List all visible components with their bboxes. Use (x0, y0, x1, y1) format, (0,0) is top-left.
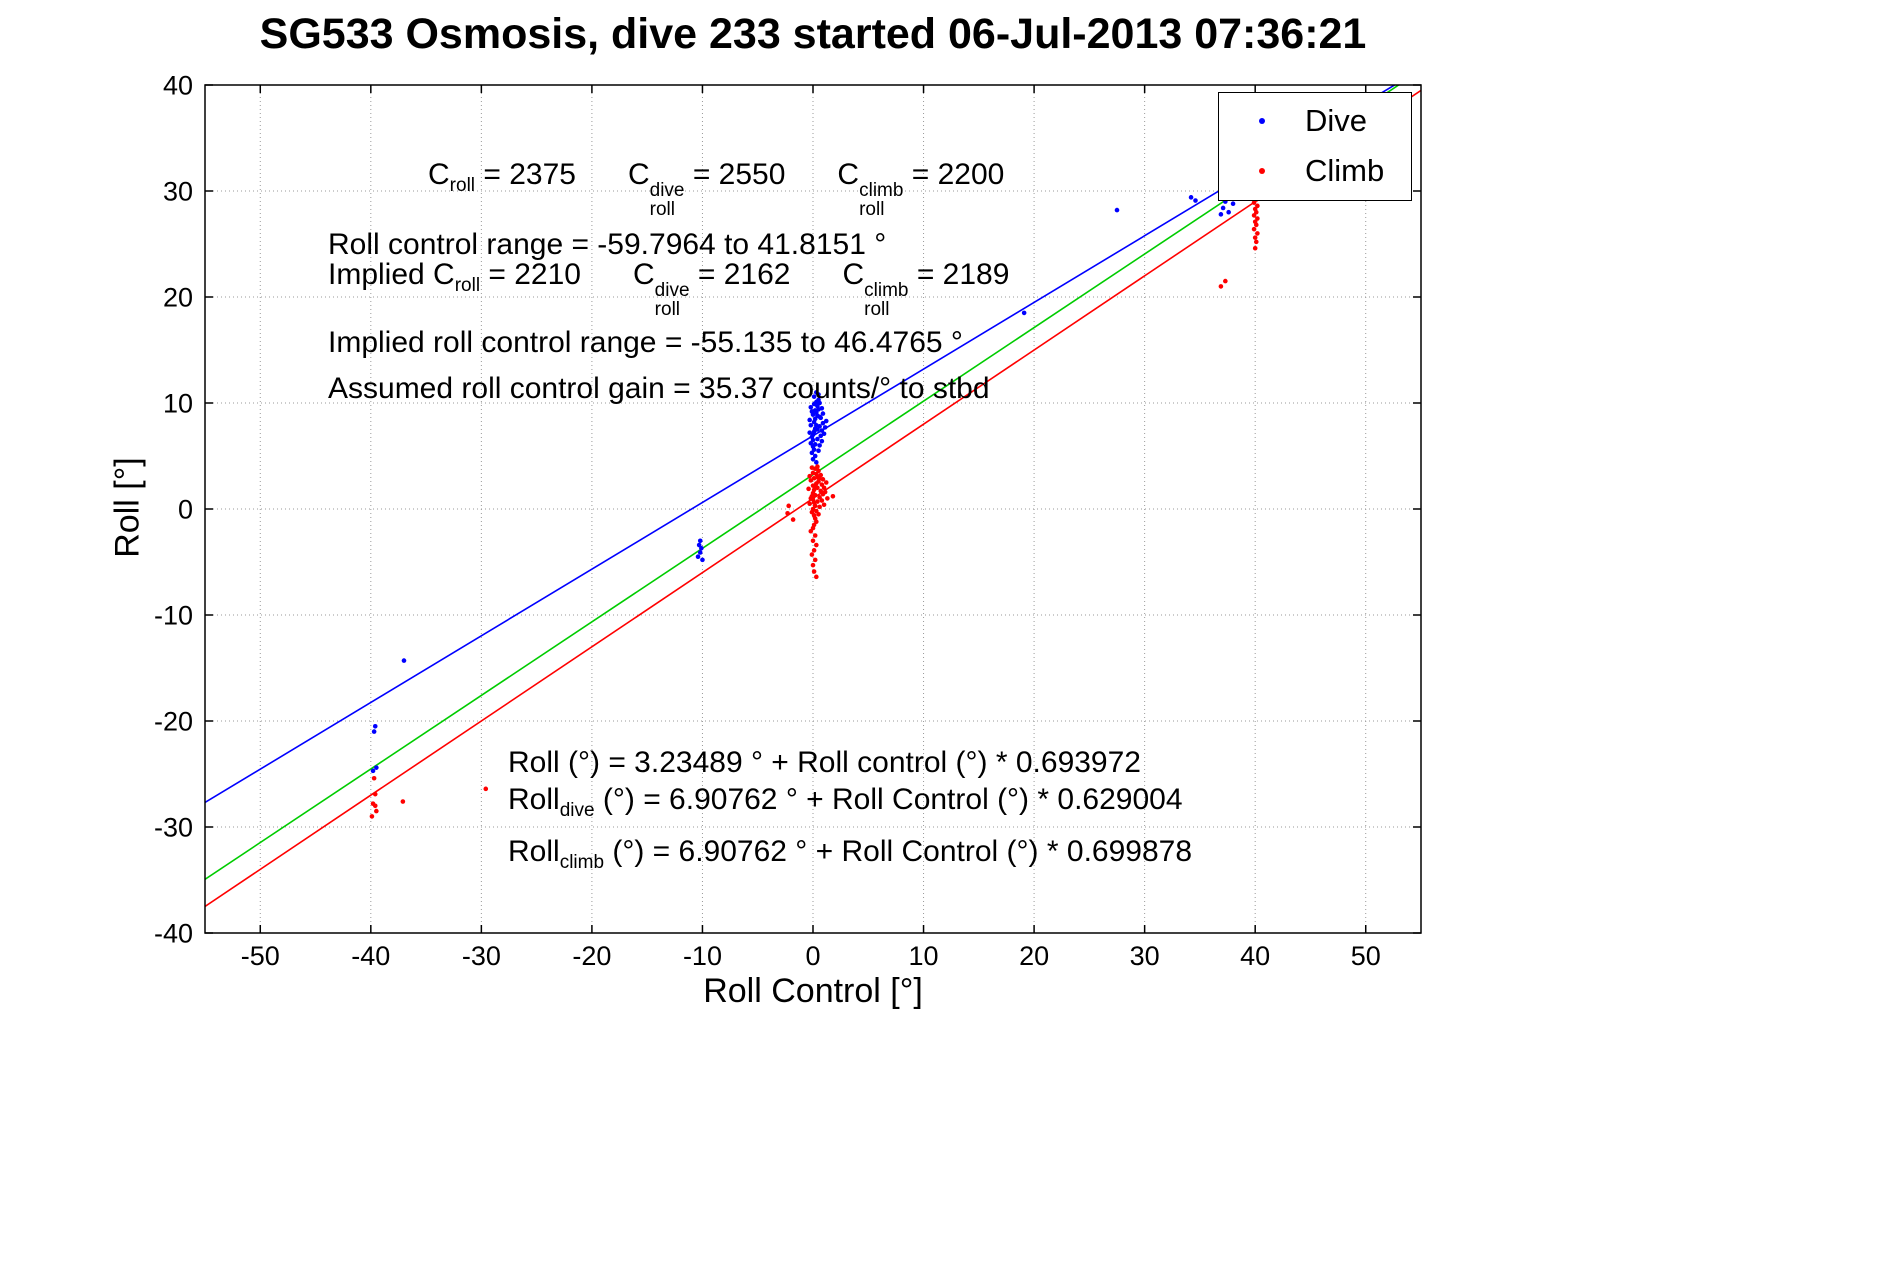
x-tick-label: -30 (462, 941, 501, 971)
legend-item-label: Dive (1305, 103, 1368, 138)
x-tick-label: 10 (909, 941, 939, 971)
annotation-text: Roll control range = -59.7964 to 41.8151… (328, 228, 887, 261)
legend-item-label: Climb (1305, 153, 1385, 188)
x-axis-label: Roll Control [°] (703, 972, 923, 1010)
x-tick-label: 20 (1019, 941, 1049, 971)
dive-points (370, 182, 1236, 774)
annotation-text: Roll (°) = 3.23489 ° + Roll control (°) … (508, 746, 1141, 779)
y-tick-label: -10 (154, 601, 193, 631)
x-tick-label: -50 (241, 941, 280, 971)
legend-item-climb[interactable]: Climb (1219, 146, 1411, 196)
y-tick-label: 40 (163, 71, 193, 101)
y-tick-label: -20 (154, 707, 193, 737)
climb-points (369, 194, 1260, 819)
chart-title: SG533 Osmosis, dive 233 started 06-Jul-2… (259, 10, 1367, 58)
annotation-text: Rollclimb (°) = 6.90762 ° + Roll Control… (508, 835, 1193, 873)
climb-marker-icon (1219, 168, 1305, 174)
legend-item-dive[interactable]: Dive (1219, 96, 1411, 146)
y-tick-label: -40 (154, 919, 193, 949)
annotation-text: Assumed roll control gain = 35.37 counts… (328, 372, 990, 405)
x-tick-label: -40 (351, 941, 390, 971)
x-tick-label: -20 (572, 941, 611, 971)
y-axis-label: Roll [°] (108, 457, 147, 558)
x-tick-label: 40 (1240, 941, 1270, 971)
y-tick-label: 20 (163, 283, 193, 313)
y-tick-label: 10 (163, 389, 193, 419)
dive-marker-icon (1219, 118, 1305, 124)
y-tick-label: -30 (154, 813, 193, 843)
annotation-text: Rolldive (°) = 6.90762 ° + Roll Control … (508, 783, 1183, 821)
y-tick-label: 0 (178, 495, 193, 525)
x-tick-label: 50 (1351, 941, 1381, 971)
legend: Dive Climb (1218, 92, 1412, 201)
x-ticks (259, 85, 1367, 933)
x-tick-label: 30 (1130, 941, 1160, 971)
annotation-text: Implied roll control range = -55.135 to … (328, 326, 963, 359)
x-tick-label: -10 (683, 941, 722, 971)
y-ticks (205, 84, 1421, 934)
grid (205, 85, 1421, 933)
y-tick-label: 30 (163, 177, 193, 207)
x-tick-label: 0 (805, 941, 820, 971)
